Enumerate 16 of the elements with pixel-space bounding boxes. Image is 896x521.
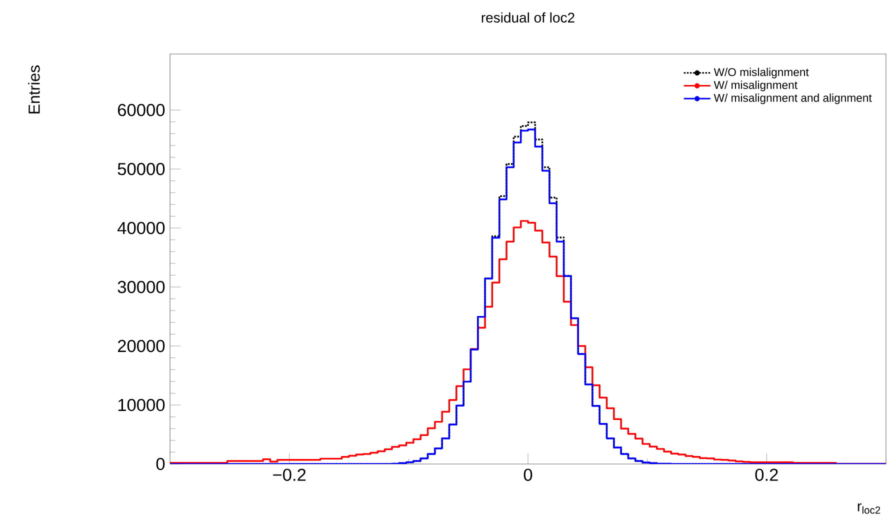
chart-title: residual of loc2 <box>482 12 574 23</box>
y-axis-title: Entries <box>28 65 40 114</box>
y-tick-label: 10000 <box>118 398 165 412</box>
legend-label: W/ misalignment and alignment <box>714 94 872 104</box>
y-tick-label: 40000 <box>117 222 165 234</box>
x-axis-title: r$_{loc2}$ <box>858 503 880 514</box>
legend-label: W/O mislalignment <box>714 68 809 78</box>
legend-label: W/ misalignment <box>714 80 798 92</box>
y-tick-label: 20000 <box>118 340 165 352</box>
y-tick-label: 0 <box>156 458 165 470</box>
x-tick-label: −0.2 <box>273 468 306 481</box>
y-tick-label: 60000 <box>118 104 165 116</box>
x-tick-label: 0 <box>524 468 532 481</box>
y-tick-label: 30000 <box>118 280 165 294</box>
x-tick-label: 0.2 <box>755 468 778 481</box>
y-tick-label: 50000 <box>118 162 165 176</box>
